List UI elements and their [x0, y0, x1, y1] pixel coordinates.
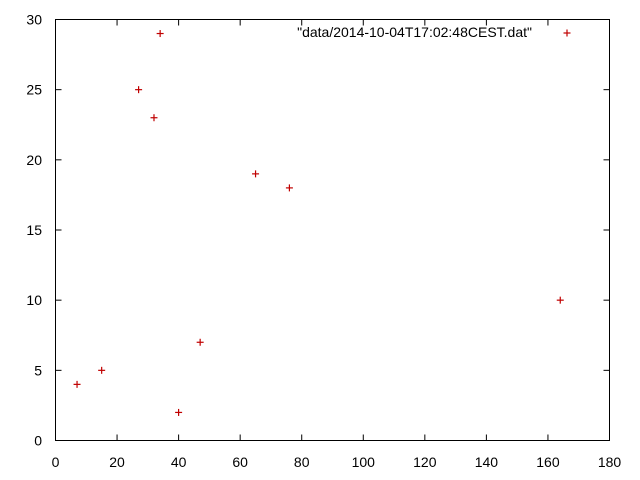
x-tick-label-120: 120 — [413, 454, 437, 470]
x-tick-label-160: 160 — [536, 454, 560, 470]
data-point-0-6 — [196, 338, 204, 346]
x-tick-label-80: 80 — [294, 454, 310, 470]
data-points — [73, 30, 564, 416]
y-tick-label-15: 15 — [26, 222, 42, 238]
y-tick-label-0: 0 — [34, 433, 42, 449]
legend-marker — [563, 29, 571, 37]
data-point-0-1 — [98, 366, 106, 374]
data-point-0-4 — [156, 30, 164, 38]
x-tick-labels: 0 20 40 60 80 100 120 140 160 180 — [52, 454, 622, 470]
y-tick-label-20: 20 — [26, 152, 42, 168]
y-tick-label-30: 30 — [26, 12, 42, 28]
plot-frame — [55, 19, 610, 441]
y-tick-label-10: 10 — [26, 292, 42, 308]
x-tick-label-60: 60 — [232, 454, 248, 470]
x-tick-label-140: 140 — [475, 454, 499, 470]
legend-label: "data/2014-10-04T17:02:48CEST.dat" — [297, 24, 532, 40]
x-tick-label-180: 180 — [598, 454, 622, 470]
y-tick-label-5: 5 — [34, 362, 42, 378]
x-tick-label-40: 40 — [171, 454, 187, 470]
x-tick-label-20: 20 — [109, 454, 125, 470]
data-point-0-7 — [252, 170, 260, 178]
y-tick-label-25: 25 — [26, 82, 42, 98]
data-point-0-3 — [150, 114, 158, 122]
legend: "data/2014-10-04T17:02:48CEST.dat" — [297, 24, 571, 40]
data-point-0-9 — [556, 296, 564, 304]
data-point-0-5 — [175, 408, 183, 416]
y-tick-labels: 0 5 10 15 20 25 30 — [26, 12, 42, 449]
data-point-0-2 — [135, 86, 143, 94]
x-tick-label-0: 0 — [52, 454, 60, 470]
data-point-0-0 — [73, 380, 81, 388]
legend-marker-symbol — [563, 29, 571, 37]
x-tick-label-100: 100 — [352, 454, 376, 470]
data-point-0-8 — [285, 184, 293, 192]
axis-ticks — [55, 19, 610, 441]
